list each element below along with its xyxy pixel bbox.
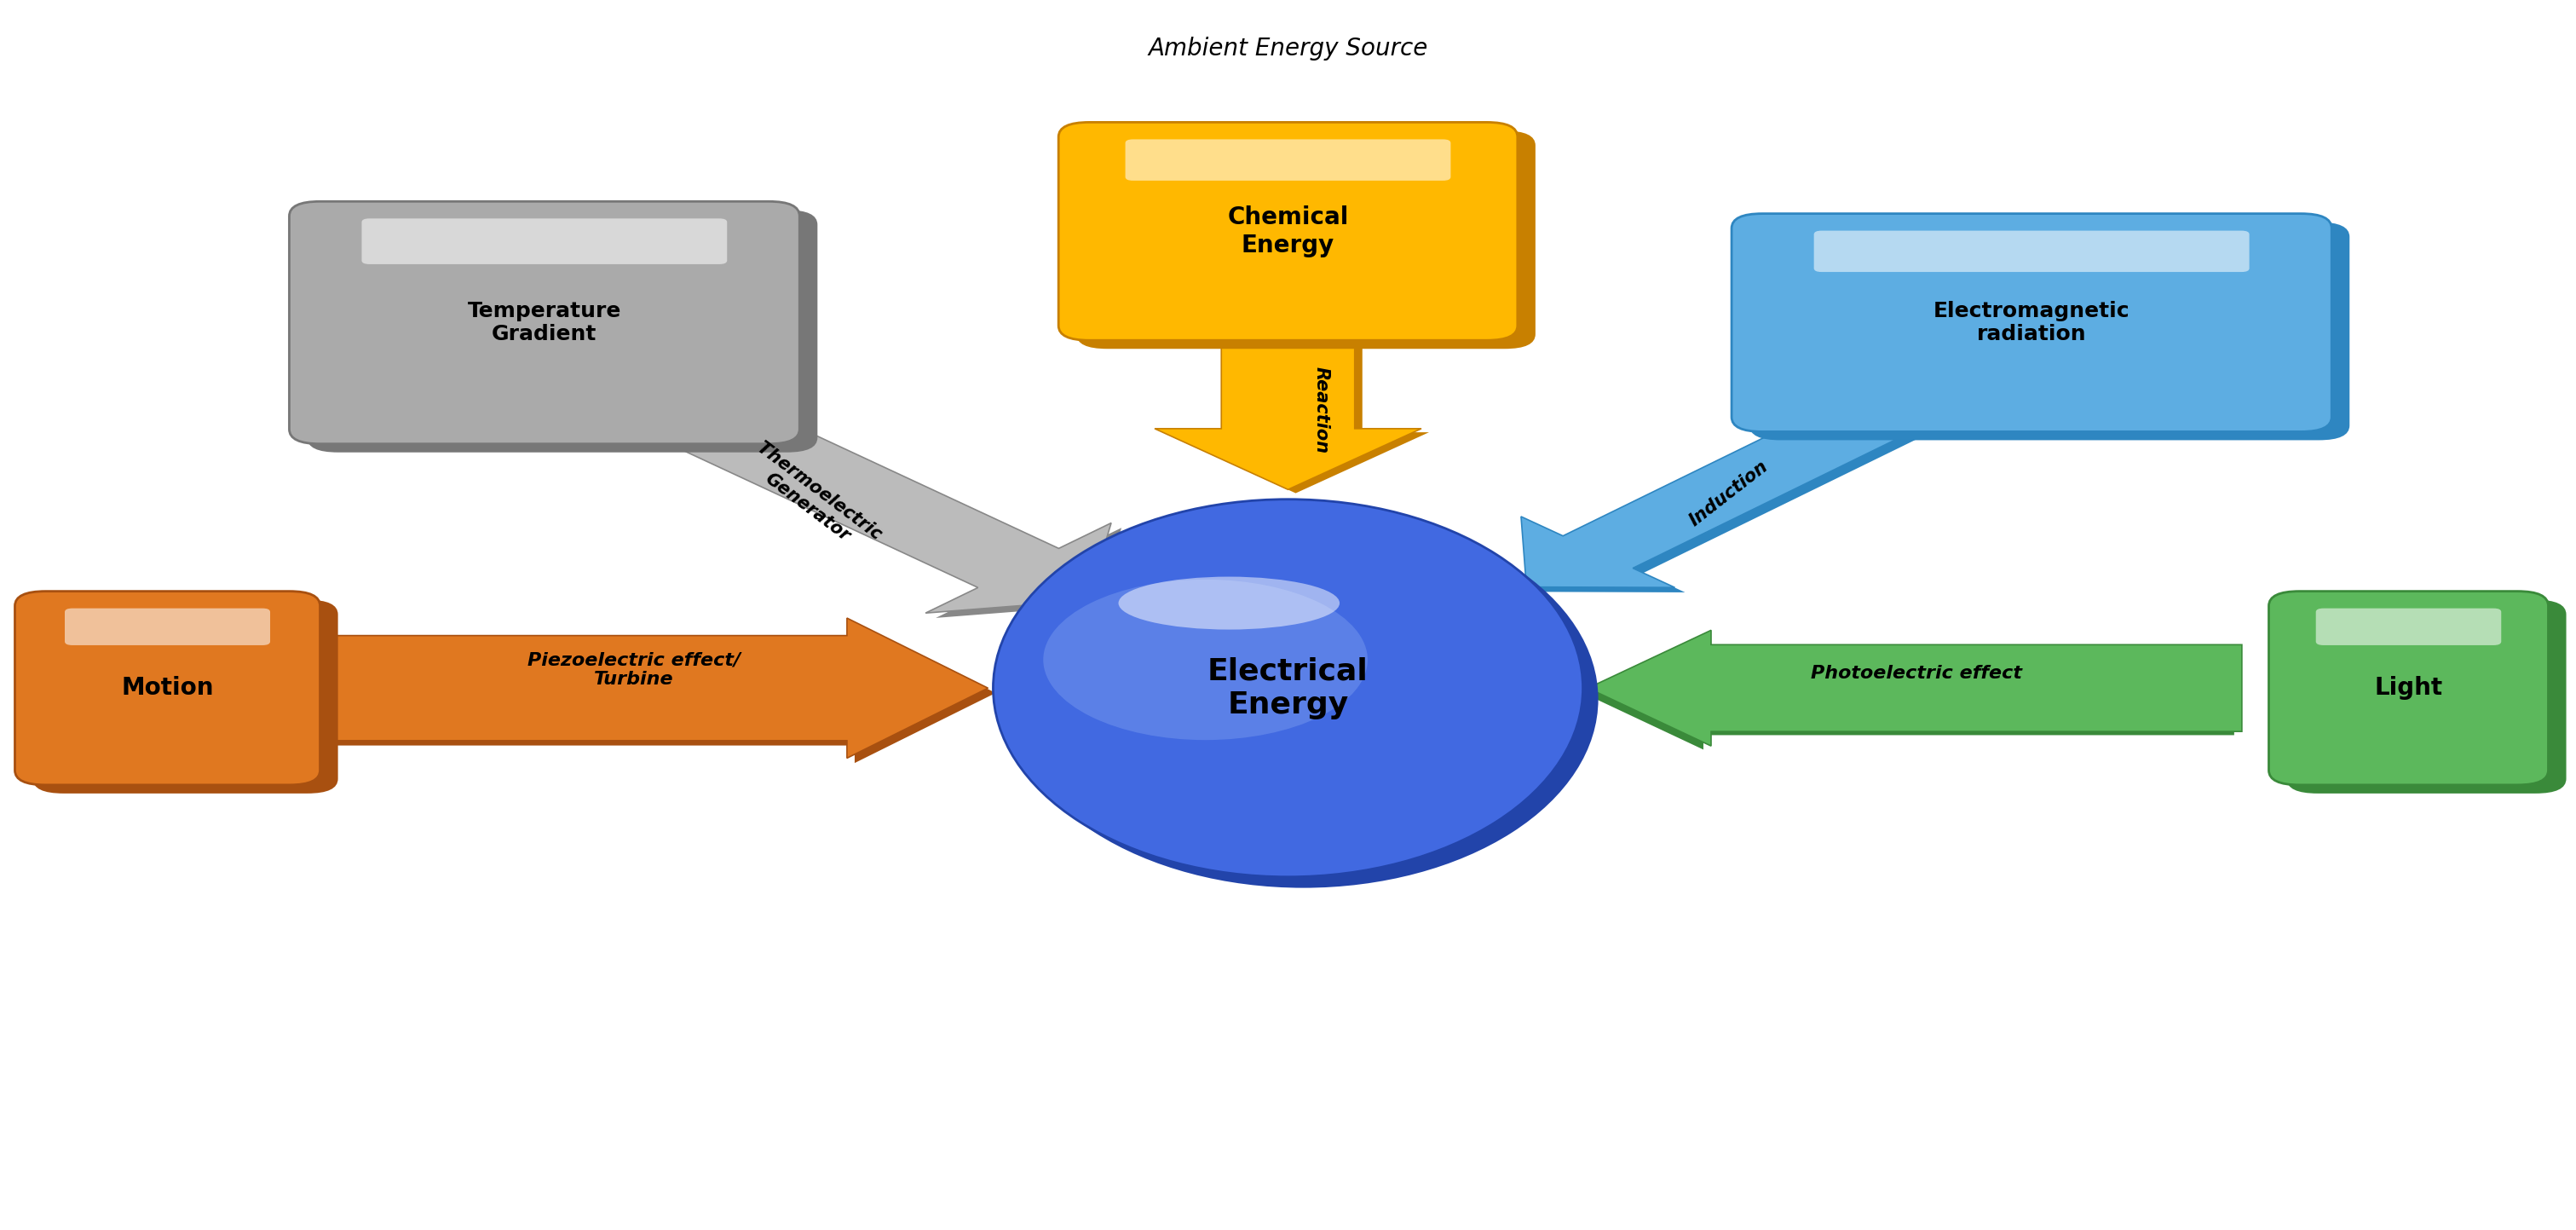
Ellipse shape [1043, 579, 1368, 740]
Text: Ambient Energy Source: Ambient Energy Source [1149, 37, 1427, 60]
FancyArrow shape [1579, 633, 2233, 749]
FancyArrow shape [1162, 328, 1430, 493]
Text: Reaction: Reaction [1314, 367, 1329, 454]
FancyArrow shape [299, 617, 989, 758]
FancyBboxPatch shape [2269, 592, 2548, 785]
FancyArrow shape [307, 622, 997, 763]
Text: Electrical
Energy: Electrical Energy [1208, 657, 1368, 720]
FancyBboxPatch shape [1731, 214, 2331, 432]
FancyBboxPatch shape [361, 219, 726, 264]
FancyArrow shape [1154, 325, 1422, 490]
FancyBboxPatch shape [1126, 139, 1450, 181]
Ellipse shape [1010, 510, 1597, 888]
FancyBboxPatch shape [2316, 609, 2501, 646]
Text: Photoelectric effect: Photoelectric effect [1811, 665, 2022, 681]
FancyArrow shape [1530, 406, 1919, 593]
FancyArrow shape [1520, 401, 1909, 588]
Ellipse shape [994, 499, 1582, 877]
FancyArrow shape [677, 410, 1110, 613]
FancyBboxPatch shape [15, 592, 319, 785]
Text: Temperature
Gradient: Temperature Gradient [466, 300, 621, 344]
FancyBboxPatch shape [1077, 130, 1535, 349]
Text: Motion: Motion [121, 677, 214, 700]
Text: Electromagnetic
radiation: Electromagnetic radiation [1935, 300, 2130, 344]
Text: Induction: Induction [1687, 458, 1772, 529]
FancyBboxPatch shape [1059, 122, 1517, 341]
Text: Light: Light [2375, 677, 2442, 700]
FancyBboxPatch shape [289, 202, 799, 444]
FancyArrow shape [1587, 630, 2241, 745]
Text: Thermoelectric
Generator: Thermoelectric Generator [742, 439, 886, 560]
FancyBboxPatch shape [1814, 231, 2249, 272]
Text: Chemical
Energy: Chemical Energy [1226, 205, 1350, 257]
FancyArrow shape [688, 415, 1121, 617]
FancyBboxPatch shape [2287, 600, 2566, 793]
FancyBboxPatch shape [33, 600, 337, 793]
Text: Piezoelectric effect/
Turbine: Piezoelectric effect/ Turbine [528, 652, 742, 689]
FancyBboxPatch shape [1749, 223, 2349, 440]
Ellipse shape [1118, 577, 1340, 630]
FancyBboxPatch shape [64, 609, 270, 646]
FancyBboxPatch shape [307, 210, 817, 453]
